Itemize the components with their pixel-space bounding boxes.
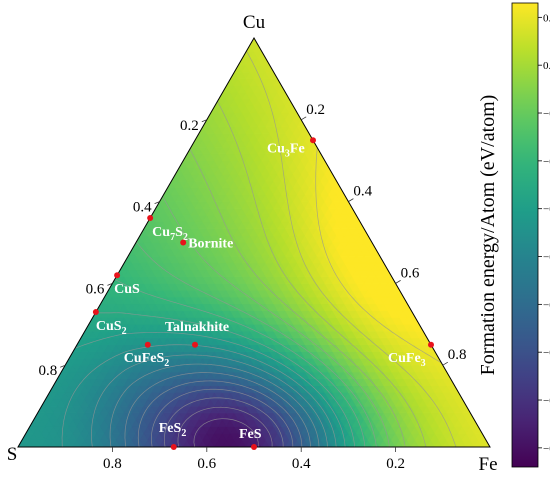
- bottom-edge-tick-label: 0.2: [386, 456, 405, 472]
- phase-label: FeS: [239, 427, 262, 442]
- left-edge-tick-label: 0.8: [38, 363, 57, 379]
- bottom-edge-tick-label: 0.4: [292, 456, 311, 472]
- phase-point: [428, 341, 434, 348]
- right-edge-tick-label: 0.2: [306, 102, 325, 118]
- colorbar-tick-label: −0.4: [543, 252, 550, 264]
- colorbar-tick-label: −0.1: [543, 108, 550, 120]
- colorbar-gradient: [511, 2, 539, 468]
- vertex-label-top: Cu: [243, 12, 266, 33]
- bottom-edge-tick-label: 0.6: [197, 456, 216, 472]
- phase-point: [170, 444, 177, 450]
- colorbar-tick-label: 0.0: [543, 60, 550, 72]
- plot-area: 0.20.40.60.80.20.40.60.80.8 0.6 0.4 0.2 Cu3…: [17, 36, 491, 472]
- right-edge-tick-label: 0.6: [401, 265, 420, 281]
- bottom-edge-tick-label: 0.8: [103, 456, 122, 472]
- phase-point: [251, 444, 257, 450]
- phase-point: [192, 341, 198, 348]
- phase-point: [92, 309, 99, 316]
- vertex-label-left: S: [7, 444, 18, 465]
- left-edge-tick-label: 0.6: [86, 281, 105, 297]
- phase-point: [147, 214, 154, 221]
- phase-point: [144, 341, 151, 348]
- phase-label: Bornite: [188, 237, 233, 252]
- colorbar-tick-label: −0.7: [543, 395, 550, 407]
- phase-point: [114, 272, 121, 279]
- contour-cell: [249, 38, 259, 46]
- colorbar-tick-label: 0.1: [543, 12, 550, 24]
- vertex-label-right: Fe: [479, 454, 498, 475]
- right-edge-tick-label: 0.4: [353, 184, 372, 200]
- colorbar-tick-label: −0.8: [543, 443, 550, 455]
- colorbar: 0.1 0.0 −0.1 −0.2 −0.3 −0.4 −0.5 −0.6 −0.7 −0.8: [511, 2, 550, 468]
- colorbar-tick-label: −0.6: [543, 347, 550, 359]
- colorbar-tick-label: −0.5: [543, 299, 550, 311]
- right-edge-tick-label: 0.8: [448, 347, 467, 363]
- colorbar-tick-label: −0.3: [543, 204, 550, 216]
- colorbar-label: Formation energy/Atom (eV/atom): [477, 95, 499, 376]
- colorbar-ticks: 0.1 0.0 −0.1 −0.2 −0.3 −0.4 −0.5 −0.6 −0.7 −0.8: [538, 12, 550, 455]
- contour-fill: [18, 38, 490, 447]
- phase-label: Talnakhite: [165, 320, 229, 335]
- phase-point: [180, 239, 187, 246]
- phase-point: [310, 137, 316, 144]
- phase-label: CuS: [114, 282, 140, 297]
- left-edge-tick-label: 0.2: [180, 118, 199, 134]
- colorbar-tick-label: −0.2: [543, 156, 550, 168]
- left-edge-tick-label: 0.4: [133, 200, 152, 216]
